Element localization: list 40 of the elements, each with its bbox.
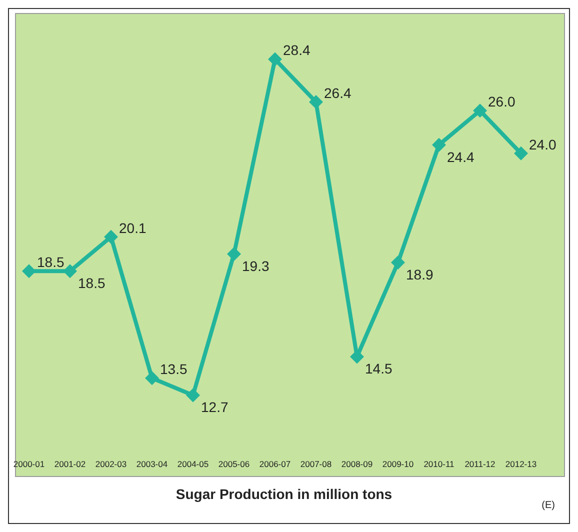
point (22, 264, 36, 278)
data-label: 12.7 (201, 399, 228, 416)
x-tick-label: 2002-03 (95, 459, 127, 470)
data-label: 19.3 (242, 258, 270, 274)
data-label: 26.4 (324, 85, 352, 102)
point (227, 246, 241, 261)
x-tick-label: 2011-12 (464, 459, 496, 470)
data-label: 18.9 (406, 266, 434, 283)
data-label: 26.0 (488, 94, 516, 110)
x-tick-label: 2004-05 (177, 459, 209, 470)
point (104, 230, 118, 244)
x-tick-label: 2001-02 (54, 459, 86, 470)
data-label: 18.5 (78, 275, 106, 292)
point (145, 371, 159, 386)
data-label: 24.4 (447, 148, 474, 165)
data-label: 28.4 (283, 42, 310, 58)
data-label: 24.0 (529, 136, 556, 152)
data-label: 20.1 (119, 220, 146, 236)
text: (E) (542, 500, 555, 511)
x-tick-label: 2003-04 (136, 459, 168, 470)
data-label: 13.5 (160, 361, 188, 378)
x-tick-label: 2005-06 (218, 459, 250, 470)
x-tick-label: 2008-09 (341, 459, 373, 470)
point (309, 95, 323, 110)
x-tick-label: 2012-13 (505, 459, 537, 470)
point (391, 256, 405, 270)
x-tick-label: 2009-10 (382, 459, 414, 470)
point (473, 104, 487, 118)
point (63, 264, 77, 278)
x-tick-label: 2000-01 (13, 459, 45, 470)
x-tick-label: 2006-07 (259, 459, 291, 470)
x-tick-label: 2010-11 (424, 459, 455, 470)
x-axis-title: Sugar Production in million tons (176, 486, 392, 502)
point (432, 138, 446, 152)
point (186, 388, 200, 402)
data-label: 18.5 (37, 254, 64, 270)
point (268, 52, 282, 66)
x-tick-label: 2007-08 (300, 459, 332, 470)
point (514, 146, 528, 160)
data-label: 14.5 (365, 360, 392, 377)
